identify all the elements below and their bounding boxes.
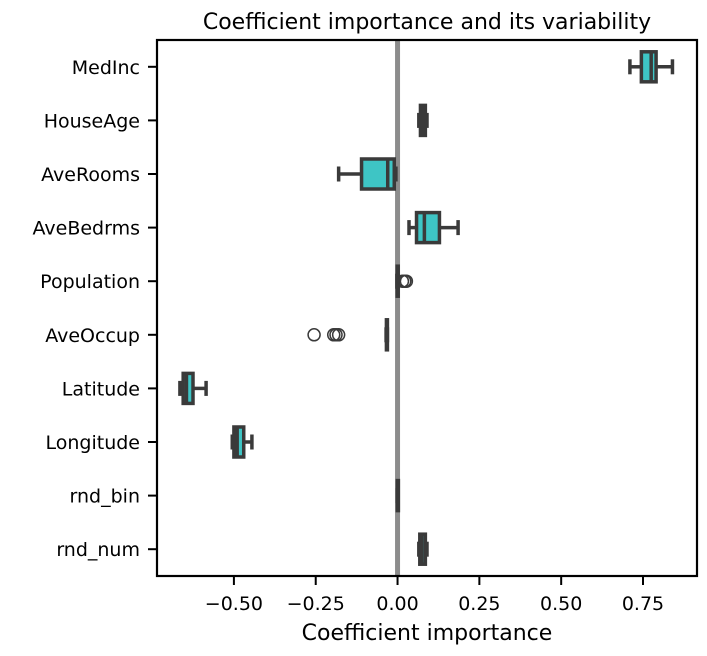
y-tick-label: MedInc bbox=[72, 57, 140, 79]
box-rnd-bin bbox=[395, 478, 401, 513]
box-rnd-num bbox=[417, 532, 429, 566]
box-houseage bbox=[417, 103, 429, 138]
y-tick-label: rnd_num bbox=[56, 539, 140, 561]
y-tick-label: AveBedrms bbox=[33, 218, 141, 240]
box-medinc bbox=[628, 50, 675, 84]
x-tick-label: 0.25 bbox=[458, 593, 500, 615]
y-tick-label: AveOccup bbox=[45, 325, 140, 347]
axes: MedInc HouseAge AveRooms AveBedrms Populatio… bbox=[33, 57, 665, 615]
box-longitude bbox=[230, 425, 254, 459]
outlier-point bbox=[331, 328, 346, 342]
y-tick-label: rnd_bin bbox=[70, 486, 140, 508]
y-tick-label: Longitude bbox=[46, 432, 141, 454]
y-tick-label: HouseAge bbox=[44, 110, 140, 132]
chart-title: Coefficient importance and its variabili… bbox=[203, 10, 651, 35]
y-tick-label: Population bbox=[40, 271, 140, 293]
iqr-box bbox=[414, 210, 442, 245]
x-axis-label: Coefficient importance bbox=[302, 621, 553, 646]
box-population bbox=[395, 264, 414, 298]
box-latitude bbox=[178, 371, 208, 406]
plot-frame bbox=[155, 38, 699, 578]
iqr-box bbox=[639, 50, 658, 84]
y-tick-label: Latitude bbox=[62, 378, 140, 400]
plot-area bbox=[178, 40, 675, 576]
x-tick-label: 0.50 bbox=[540, 593, 582, 615]
x-tick-label: 0.75 bbox=[622, 593, 664, 615]
x-tick-label: 0.00 bbox=[376, 593, 418, 615]
box-avebedrms bbox=[407, 210, 460, 245]
outlier-point bbox=[399, 274, 414, 288]
box-aveoccup bbox=[307, 318, 390, 352]
y-tick-label: AveRooms bbox=[41, 164, 140, 186]
x-tick-label: −0.25 bbox=[287, 593, 345, 615]
box-averooms bbox=[336, 157, 398, 191]
outlier-point bbox=[307, 328, 321, 342]
x-tick-label: −0.50 bbox=[205, 593, 263, 615]
